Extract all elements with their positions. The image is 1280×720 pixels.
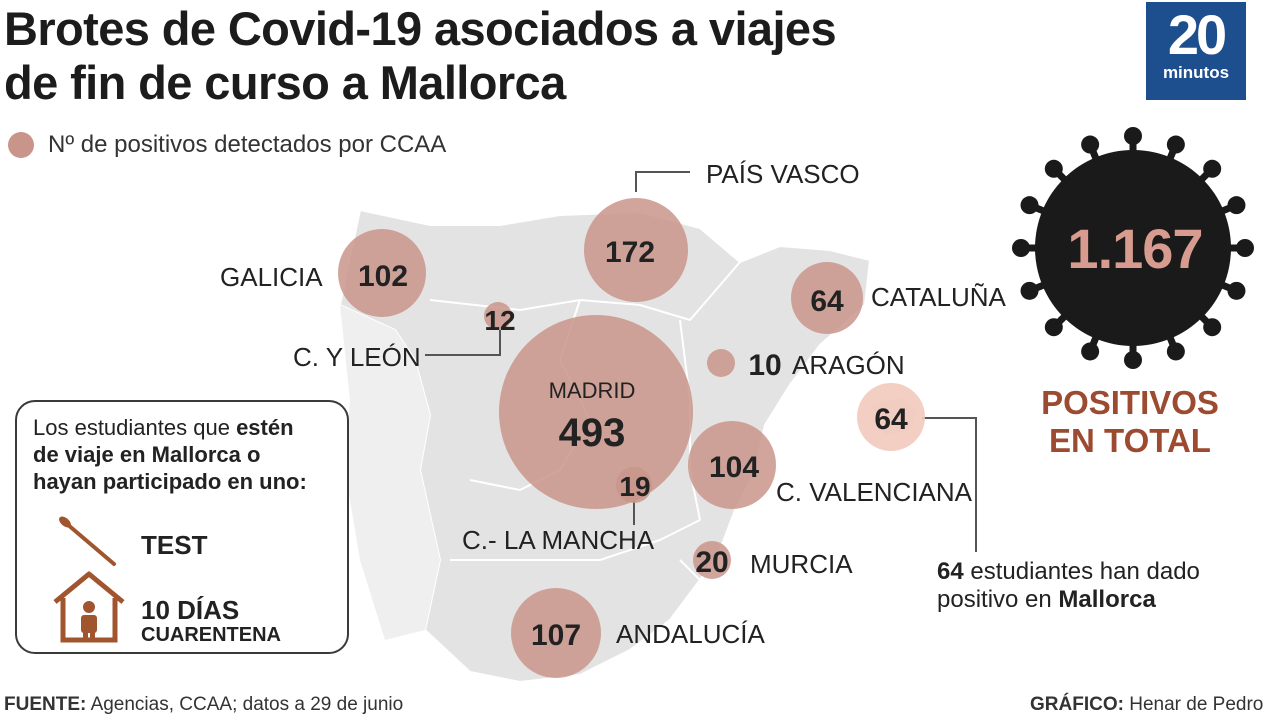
name-cyleon: C. Y LEÓN: [293, 342, 421, 372]
chart-title-line-1: Brotes de Covid-19 asociados a viajes: [4, 2, 837, 55]
virus-spike-tip: [1081, 342, 1100, 361]
footer-credit-label: GRÁFICO:: [1030, 694, 1124, 715]
bubble-andalucia: [511, 588, 601, 678]
total-label-line-1: POSITIVOS: [1041, 384, 1219, 421]
info-msg-bold1: estén: [236, 415, 294, 440]
total-label-line-2: EN TOTAL: [1049, 422, 1211, 459]
info-box: Los estudiantes que estén de viaje en Ma…: [15, 400, 349, 654]
legend-label: Nº de positivos detectados por CCAA: [48, 131, 447, 158]
value-cvalenciana: 104: [709, 451, 759, 484]
bubble-mallorca: [857, 383, 925, 451]
name-cvalenciana: C. VALENCIANA: [776, 477, 973, 507]
chart-title-line-2: de fin de curso a Mallorca: [4, 56, 566, 109]
virus-spike-tip: [1227, 281, 1246, 300]
virus-spike-tip: [1236, 239, 1254, 257]
name-clamancha: C.- LA MANCHA: [462, 525, 655, 555]
name-murcia: MURCIA: [750, 549, 853, 579]
virus-spike-tip: [1020, 196, 1039, 215]
virus-spike-tip: [1044, 318, 1063, 337]
bubble-cataluna: [791, 262, 863, 334]
info-msg-bold2: de viaje en Mallorca o: [33, 442, 261, 467]
brand-logo: 20 minutos: [1146, 2, 1246, 100]
quarantine-label: CUARENTENA: [141, 624, 281, 646]
swab-icon: [59, 516, 116, 566]
virus-spike-tip: [1227, 196, 1246, 215]
legend: Nº de positivos detectados por CCAA: [8, 128, 446, 162]
callout-pais-vasco: [635, 171, 690, 192]
value-galicia: 102: [358, 260, 408, 293]
value-pais-vasco: 172: [605, 236, 655, 269]
bubble-cvalenciana: [688, 421, 776, 509]
callout-mallorca: [922, 417, 977, 552]
footer-credit-text: Henar de Pedro: [1129, 694, 1264, 715]
mallorca-note-count: 64: [937, 558, 964, 585]
mallorca-note: 64 estudiantes han dado positivo en Mall…: [937, 558, 1257, 614]
bubble-clamancha: [616, 467, 652, 503]
value-murcia: 20: [695, 546, 728, 579]
info-box-icons: [53, 516, 125, 643]
mallorca-note-text1: estudiantes han dado: [970, 558, 1200, 585]
legend-swatch: [8, 132, 34, 158]
virus-spike-tip: [1124, 351, 1142, 369]
bubble-galicia: [338, 229, 426, 317]
value-mallorca: 64: [874, 403, 908, 436]
mallorca-note-text2: positivo en: [937, 586, 1052, 613]
footer-source-text: Agencias, CCAA; datos a 29 de junio: [90, 694, 404, 715]
virus-spike-tip: [1044, 159, 1063, 178]
virus-icon: [1012, 127, 1254, 369]
name-pais-vasco: PAÍS VASCO: [706, 159, 860, 189]
info-msg-bold3: hayan participado en uno:: [33, 469, 307, 494]
footer-credit: GRÁFICO: Henar de Pedro: [1030, 694, 1263, 716]
logo-word: minutos: [1162, 63, 1230, 82]
name-andalucia: ANDALUCÍA: [616, 619, 765, 649]
bubble-pais-vasco: [584, 198, 688, 302]
callout-cyleon: [425, 330, 501, 356]
test-label: TEST: [141, 530, 208, 560]
value-clamancha: 19: [619, 471, 650, 502]
virus-spike-tip: [1203, 318, 1222, 337]
name-aragon: ARAGÓN: [792, 350, 905, 380]
house-person-icon: [53, 571, 125, 643]
portugal-shape: [340, 305, 440, 640]
virus-spike-tip: [1012, 239, 1030, 257]
virus-spike-tip: [1166, 135, 1185, 154]
bubble-aragon: [707, 349, 735, 377]
virus-spike-tip: [1081, 135, 1100, 154]
footer-source-label: FUENTE:: [4, 694, 87, 715]
days-label: 10 DÍAS: [141, 595, 240, 625]
bubble-murcia: [693, 541, 731, 579]
value-aragon: 10: [748, 349, 781, 382]
total-value: 1.167: [1067, 217, 1203, 280]
logo-number: 20: [1167, 3, 1227, 66]
name-galicia: GALICIA: [220, 262, 323, 292]
total-label: POSITIVOS EN TOTAL: [1010, 384, 1250, 460]
value-madrid: 493: [559, 411, 626, 455]
name-cataluna: CATALUÑA: [871, 282, 1006, 312]
virus-spike-tip: [1166, 342, 1185, 361]
bubble-cyleon: [484, 302, 512, 330]
value-cyleon: 12: [484, 305, 515, 336]
virus-spike-tip: [1124, 127, 1142, 145]
info-msg-plain: Los estudiantes que: [33, 415, 230, 440]
virus-spike-tip: [1203, 159, 1222, 178]
chart-title: Brotes de Covid-19 asociados a viajes de…: [4, 2, 1004, 110]
virus-spike-tip: [1020, 281, 1039, 300]
value-andalucia: 107: [531, 619, 581, 652]
label-madrid-name: MADRID: [549, 378, 636, 403]
value-cataluna: 64: [810, 285, 844, 318]
info-box-message: Los estudiantes que estén de viaje en Ma…: [33, 414, 338, 495]
footer-source: FUENTE: Agencias, CCAA; datos a 29 de ju…: [4, 694, 403, 716]
mallorca-note-place: Mallorca: [1058, 586, 1156, 613]
bubble-madrid: [499, 315, 693, 509]
